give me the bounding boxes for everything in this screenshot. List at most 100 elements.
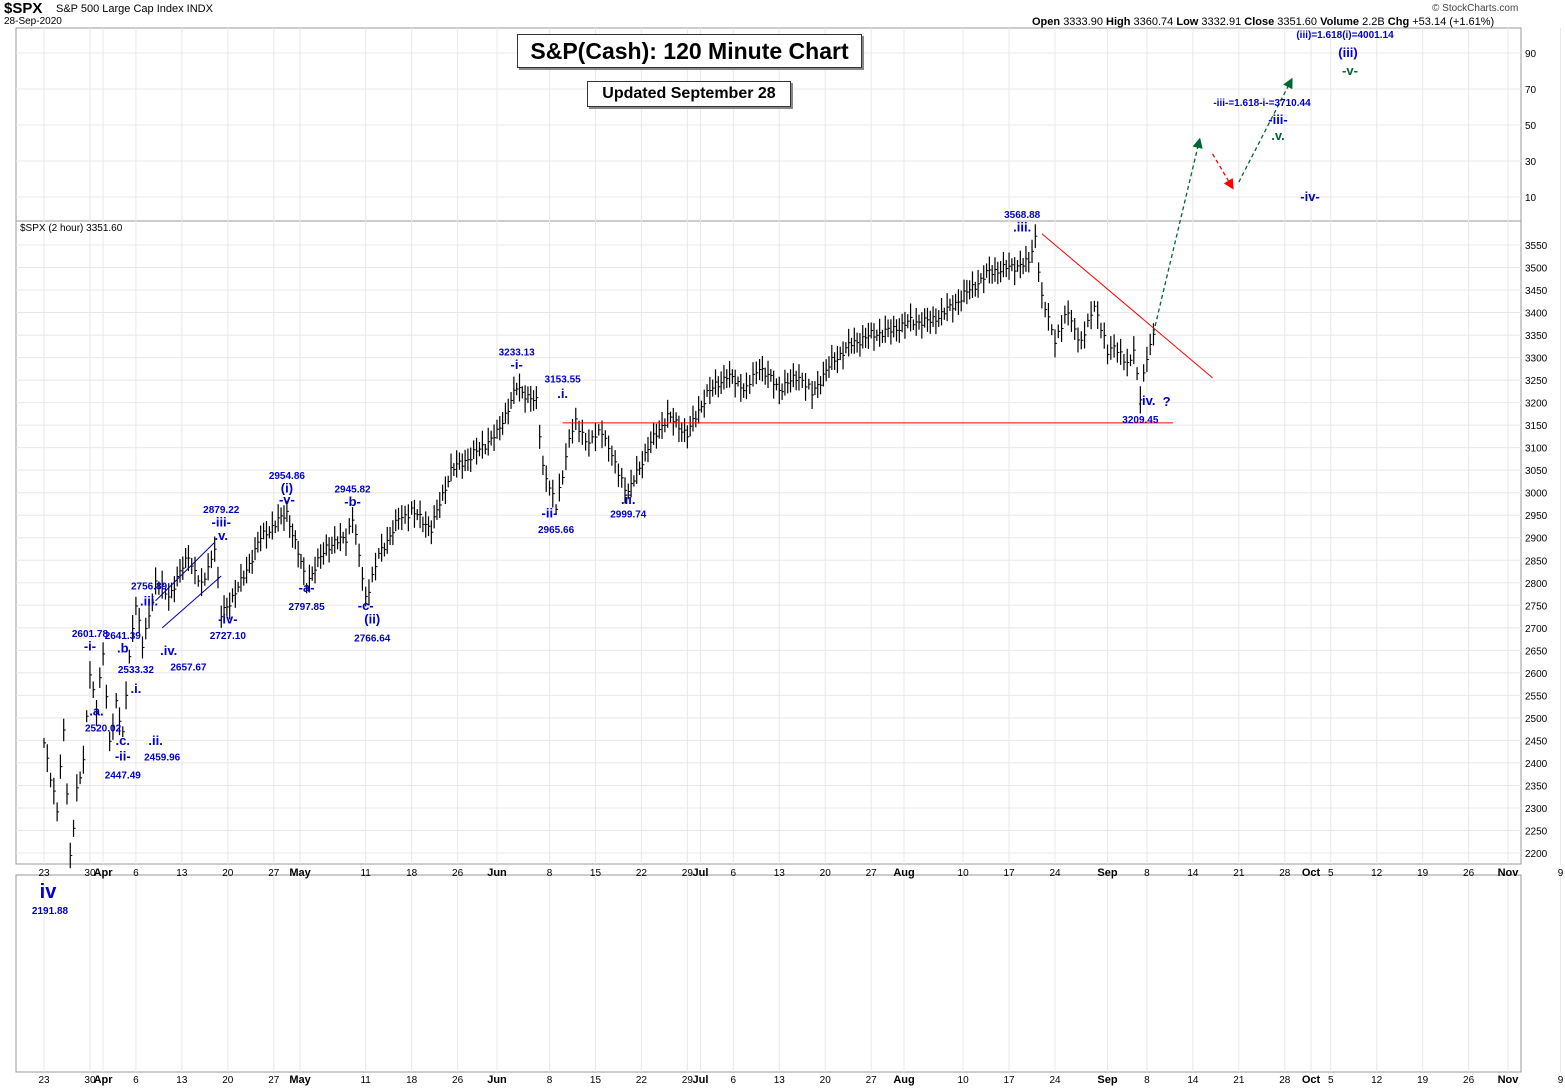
wave-count-label: -iv- bbox=[218, 611, 238, 626]
wave-iv-value: 2191.88 bbox=[32, 906, 69, 917]
site-credit: © StockCharts.com bbox=[1432, 3, 1519, 14]
high-value: 3360.74 bbox=[1133, 16, 1174, 28]
x-tick-label: 22 bbox=[636, 868, 648, 879]
x-tick-label: 27 bbox=[268, 868, 280, 879]
y-tick-label: 2800 bbox=[1525, 579, 1548, 590]
x-tick-label: 17 bbox=[1003, 868, 1015, 879]
wave-count-label: .b bbox=[117, 641, 129, 656]
x-tick-label: 26 bbox=[452, 868, 464, 879]
y-tick-label: 2950 bbox=[1525, 511, 1548, 522]
wave-count-label: -c- bbox=[358, 598, 374, 613]
x-tick-label-bottom: 27 bbox=[866, 1075, 878, 1086]
x-tick-label-bottom: 24 bbox=[1049, 1075, 1061, 1086]
wave-count-label: -b- bbox=[344, 494, 361, 509]
y-tick-label: 2750 bbox=[1525, 601, 1548, 612]
y-tick-label: 3350 bbox=[1525, 331, 1548, 342]
x-tick-label-bottom: 9 bbox=[1558, 1075, 1564, 1086]
wave-count-label: .iii. bbox=[1013, 219, 1031, 234]
x-tick-label: 11 bbox=[360, 868, 371, 879]
wave-value-label: 3568.88 bbox=[1004, 210, 1041, 221]
x-tick-label: 23 bbox=[38, 868, 50, 879]
close-label: Close bbox=[1244, 16, 1275, 28]
y-tick-label: 2400 bbox=[1525, 759, 1548, 770]
wave-count-label: .c. bbox=[116, 733, 130, 748]
x-tick-label-bottom: 26 bbox=[1463, 1075, 1475, 1086]
y-tick-label: 2250 bbox=[1525, 826, 1548, 837]
x-tick-label-bottom: 23 bbox=[38, 1075, 50, 1086]
wedge-lower-line bbox=[161, 575, 222, 629]
wave-count-label: .iv. bbox=[160, 643, 177, 658]
y-tick-label: 3200 bbox=[1525, 399, 1548, 410]
x-tick-label: Aug bbox=[893, 867, 914, 879]
wave-count-label: (ii) bbox=[364, 611, 380, 626]
x-tick-label: 6 bbox=[133, 868, 139, 879]
wave-value-label: 2756.89 bbox=[131, 582, 168, 593]
x-tick-label-bottom: Apr bbox=[94, 1074, 114, 1086]
upper-tick-label: 30 bbox=[1525, 157, 1537, 168]
x-tick-label: 27 bbox=[866, 868, 878, 879]
x-tick-label: 28 bbox=[1279, 868, 1291, 879]
wave-value-label: 2459.96 bbox=[144, 753, 181, 764]
projection-value-label: (iii)=1.618(i)=4001.14 bbox=[1296, 30, 1394, 41]
wave-count-label: .iv. bbox=[1138, 393, 1155, 408]
wave-iv-label: iv bbox=[40, 881, 58, 903]
x-tick-label: 10 bbox=[958, 868, 970, 879]
y-tick-label: 2700 bbox=[1525, 624, 1548, 635]
x-tick-label: Jul bbox=[693, 867, 709, 879]
x-tick-label-bottom: 12 bbox=[1371, 1075, 1383, 1086]
open-label: Open bbox=[1032, 16, 1061, 28]
x-tick-label-bottom: Sep bbox=[1097, 1074, 1117, 1086]
x-tick-label-bottom: 26 bbox=[452, 1075, 464, 1086]
x-tick-label: 6 bbox=[731, 868, 737, 879]
x-tick-label-bottom: 29 bbox=[682, 1075, 694, 1086]
wave-value-label: 2657.67 bbox=[170, 663, 207, 674]
x-tick-label-bottom: 6 bbox=[133, 1075, 139, 1086]
x-tick-label-bottom: 5 bbox=[1328, 1075, 1334, 1086]
downtrend-line bbox=[1041, 233, 1213, 379]
x-tick-label-bottom: 17 bbox=[1003, 1075, 1015, 1086]
projection-wave-label: .v. bbox=[1271, 128, 1285, 143]
x-tick-label: 5 bbox=[1328, 868, 1334, 879]
x-tick-label: 9 bbox=[1558, 868, 1564, 879]
x-tick-label-bottom: 20 bbox=[222, 1075, 234, 1086]
x-tick-label-bottom: Nov bbox=[1498, 1074, 1520, 1086]
x-tick-label: 8 bbox=[547, 868, 553, 879]
wave-count-label: .v. bbox=[215, 528, 229, 543]
y-tick-label: 3500 bbox=[1525, 264, 1548, 275]
projection-value-label: -iii-=1.618-i-=3710.44 bbox=[1213, 98, 1311, 109]
x-tick-label: 14 bbox=[1187, 868, 1199, 879]
y-tick-label: 2500 bbox=[1525, 714, 1548, 725]
chart-date: 28-Sep-2020 bbox=[4, 16, 62, 27]
wave-value-label: 2447.49 bbox=[105, 771, 142, 782]
x-tick-label-bottom: 20 bbox=[820, 1075, 832, 1086]
wave-count-label: -ii- bbox=[115, 749, 131, 764]
x-tick-label: Nov bbox=[1498, 867, 1520, 879]
ticker-symbol: $SPX bbox=[4, 0, 43, 17]
upper-tick-label: 10 bbox=[1525, 193, 1537, 204]
x-tick-label: 13 bbox=[774, 868, 786, 879]
projection-wave-label: (iii) bbox=[1338, 45, 1358, 60]
wave-count-label: -a- bbox=[299, 580, 315, 595]
x-tick-label-bottom: 18 bbox=[406, 1075, 418, 1086]
x-tick-label: 20 bbox=[820, 868, 832, 879]
x-tick-label-bottom: 22 bbox=[636, 1075, 648, 1086]
projection-arrow bbox=[1212, 153, 1234, 190]
x-tick-label-bottom: Jun bbox=[487, 1074, 507, 1086]
wave-value-label: 3233.13 bbox=[499, 347, 536, 358]
x-tick-label: 21 bbox=[1233, 868, 1245, 879]
x-tick-label-bottom: 15 bbox=[590, 1075, 602, 1086]
projection-arrow bbox=[1152, 137, 1203, 333]
y-tick-label: 3000 bbox=[1525, 489, 1548, 500]
wave-value-label: 2533.32 bbox=[118, 665, 155, 676]
upper-tick-label: 50 bbox=[1525, 121, 1537, 132]
wave-value-label: 2641.39 bbox=[105, 631, 142, 642]
y-tick-label: 3250 bbox=[1525, 376, 1548, 387]
x-tick-label-bottom: 19 bbox=[1417, 1075, 1429, 1086]
wave-count-label: .ii. bbox=[621, 492, 635, 507]
chg-label: Chg bbox=[1387, 16, 1410, 28]
y-tick-label: 2600 bbox=[1525, 669, 1548, 680]
x-tick-label-bottom: Oct bbox=[1302, 1074, 1321, 1086]
ohlc-readout: Open 3333.90 High 3360.74 Low 3332.91 Cl… bbox=[1032, 16, 1494, 28]
wave-count-label: .iii. bbox=[140, 593, 158, 608]
wave-count-label: ? bbox=[1163, 394, 1171, 409]
